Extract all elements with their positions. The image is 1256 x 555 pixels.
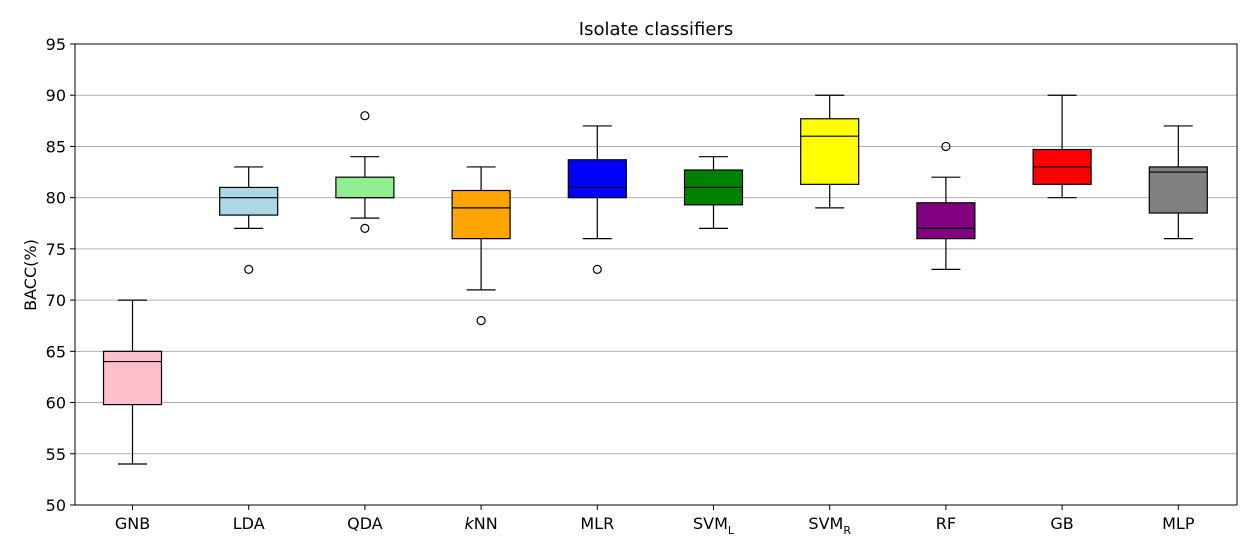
- box-iqr: [1148, 166, 1208, 214]
- box-iqr: [335, 176, 395, 199]
- y-axis-label: BACC(%): [21, 239, 40, 311]
- x-tick-label: RF: [936, 514, 956, 533]
- y-axis-ticks: 50 55 60 65 70 75 80 85 90 95: [46, 35, 75, 515]
- y-tick-label: 50: [46, 496, 66, 515]
- chart-title: Isolate classifiers: [579, 19, 733, 40]
- x-tick-label: kNN: [464, 514, 497, 533]
- y-tick-label: 70: [46, 291, 66, 310]
- x-tick-label: GNB: [115, 514, 150, 533]
- box-svm-r: [800, 94, 860, 209]
- x-tick-label: MLP: [1162, 514, 1195, 533]
- y-tick-label: 60: [46, 394, 66, 413]
- box-mlp: [1148, 125, 1208, 240]
- outlier-point: [476, 316, 486, 326]
- outlier-point: [360, 223, 370, 233]
- x-tick-label: MLR: [580, 514, 614, 533]
- y-tick-label: 90: [46, 86, 66, 105]
- plot-frame: [74, 43, 1238, 506]
- x-tick-label: SVMR: [808, 514, 851, 537]
- x-tick-label: SVML: [693, 514, 735, 537]
- outlier-point: [941, 141, 951, 152]
- box-iqr: [219, 186, 279, 216]
- x-axis-ticks: GNB LDA QDA kNN MLR SVML SVMR RF GB MLP: [115, 505, 1195, 537]
- y-tick-label: 80: [46, 189, 66, 208]
- box-rf: [916, 141, 976, 270]
- box-qda: [335, 111, 395, 233]
- y-tick-label: 85: [46, 137, 66, 156]
- y-tick-label: 65: [46, 342, 66, 361]
- x-tick-label: LDA: [233, 514, 265, 533]
- outlier-point: [244, 264, 254, 274]
- outlier-point: [592, 264, 602, 274]
- box-iqr: [567, 159, 627, 199]
- box-iqr: [916, 202, 976, 240]
- x-tick-label: GB: [1050, 514, 1073, 533]
- box-series: [102, 94, 1208, 465]
- y-tick-label: 95: [46, 35, 66, 54]
- box-iqr: [102, 350, 163, 406]
- box-knn: [451, 166, 511, 326]
- box-gnb: [102, 299, 163, 465]
- y-tick-label: 75: [46, 240, 66, 259]
- box-svm-l: [683, 156, 744, 229]
- y-tick-label: 55: [46, 445, 66, 464]
- box-iqr: [451, 189, 511, 240]
- box-lda: [219, 166, 279, 274]
- outlier-point: [360, 111, 370, 121]
- box-iqr: [800, 118, 860, 185]
- x-tick-label: QDA: [347, 514, 383, 533]
- box-mlr: [567, 125, 627, 274]
- box-gb: [1032, 94, 1092, 199]
